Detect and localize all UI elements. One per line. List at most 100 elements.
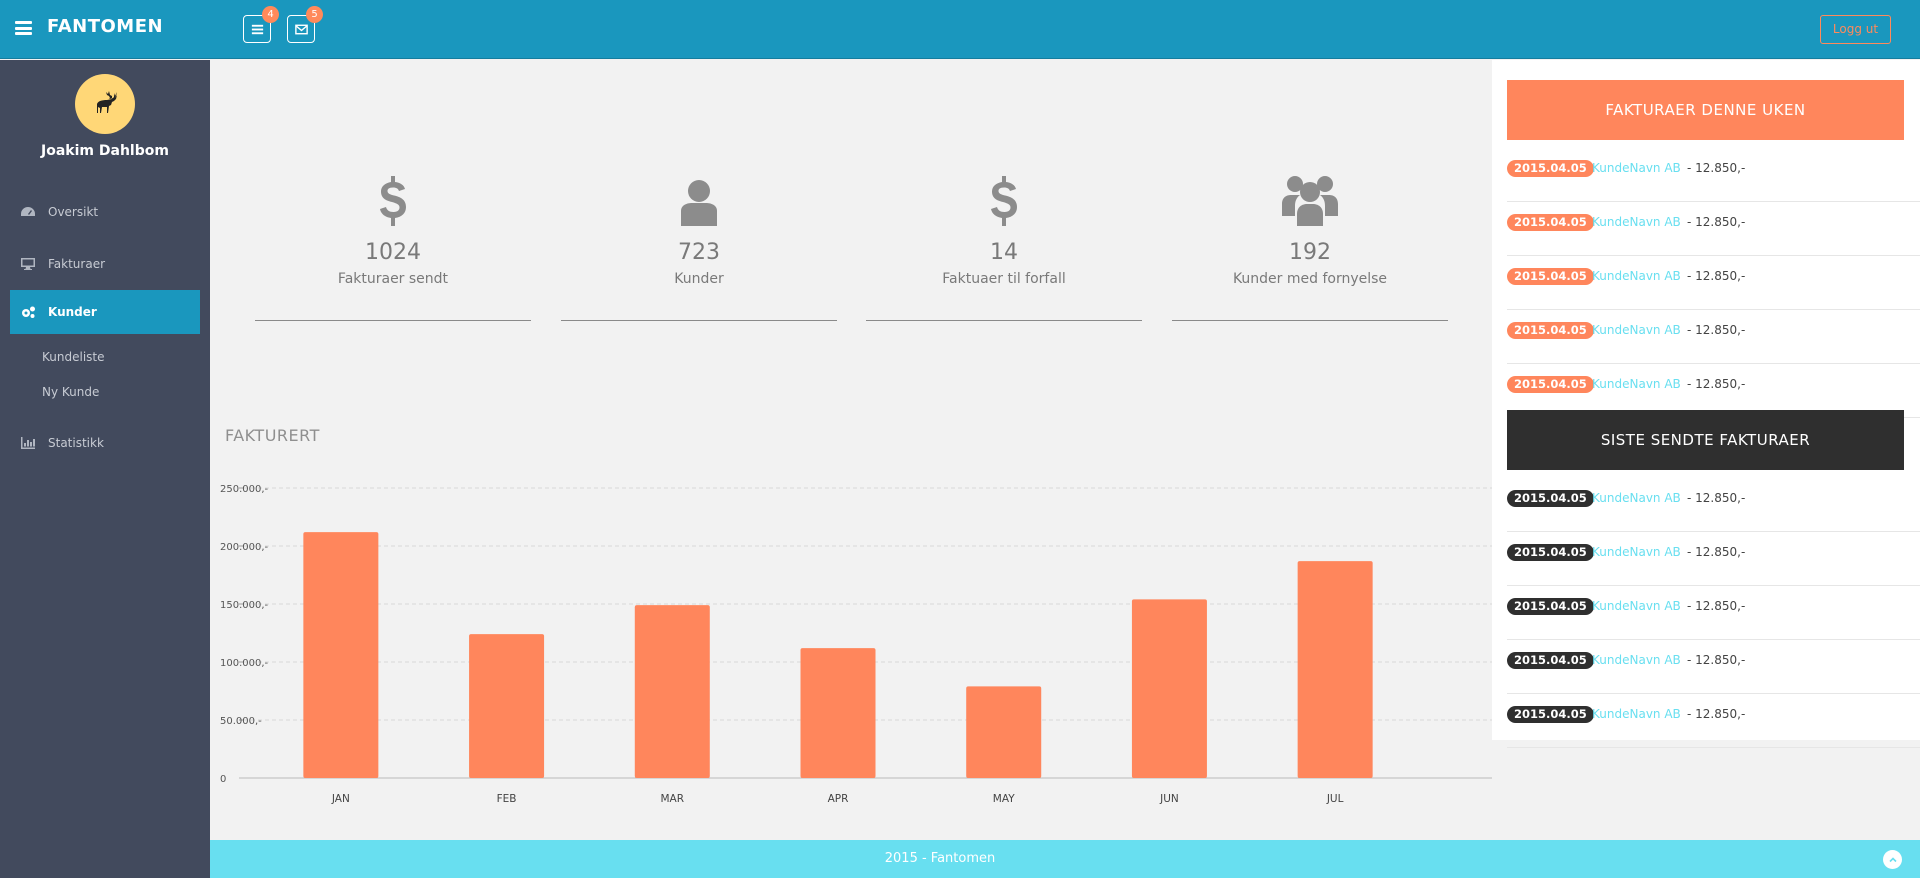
dollar-icon <box>380 176 406 226</box>
sidebar-item-kunder[interactable]: Kunder <box>10 290 200 334</box>
invoice-row: 2015.04.05 KundeNavn AB - 12.850,- <box>1507 148 1920 202</box>
sidebar: Joakim Dahlbom Oversikt Fakturaer Kunder… <box>0 60 210 878</box>
invoice-row: 2015.04.05 KundeNavn AB - 12.850,- <box>1507 310 1920 364</box>
invoice-amount: - 12.850,- <box>1687 545 1746 559</box>
bar-apr <box>800 648 876 778</box>
mail-button[interactable]: 5 <box>287 6 323 43</box>
customer-link[interactable]: KundeNavn AB <box>1592 161 1681 175</box>
x-tick-label: JAN <box>331 793 350 805</box>
sidebar-item-oversikt[interactable]: Oversikt <box>10 190 200 234</box>
date-badge: 2015.04.05 <box>1507 268 1594 285</box>
go-top-button[interactable] <box>1883 850 1902 869</box>
x-tick-label: JUN <box>1159 793 1179 805</box>
deer-icon <box>97 91 117 113</box>
sidebar-item-label: Kunder <box>48 305 97 319</box>
menu-toggle-icon[interactable] <box>15 21 32 35</box>
invoice-amount: - 12.850,- <box>1687 707 1746 721</box>
x-tick-label: MAR <box>661 793 685 805</box>
divider <box>561 320 837 321</box>
invoice-amount: - 12.850,- <box>1687 323 1746 337</box>
invoice-amount: - 12.850,- <box>1687 377 1746 391</box>
customer-link[interactable]: KundeNavn AB <box>1592 377 1681 391</box>
tasks-badge: 4 <box>262 6 279 23</box>
fakturert-bar-chart: 0 50.000,- 100.000,- 150.000,- 200.000,- 250.… <box>220 484 1492 805</box>
bar-mar <box>634 605 710 778</box>
stat-value: 192 <box>1289 240 1331 265</box>
avatar[interactable] <box>75 74 135 134</box>
y-tick-label: 150.000,- <box>220 600 269 611</box>
dashboard-icon <box>20 205 36 219</box>
envelope-icon <box>294 24 308 34</box>
date-badge: 2015.04.05 <box>1507 544 1594 561</box>
stat-kunder-med-fornyelse: 192 Kunder med fornyelse <box>1172 170 1448 321</box>
dollar-icon <box>991 176 1017 226</box>
logout-button[interactable]: Logg ut <box>1820 15 1891 44</box>
customer-link[interactable]: KundeNavn AB <box>1592 653 1681 667</box>
brand-logo[interactable]: FANTOMEN <box>47 16 164 37</box>
subnav-ny-kunde[interactable]: Ny Kunde <box>42 385 100 399</box>
sidebar-item-label: Oversikt <box>48 205 99 219</box>
invoice-row: 2015.04.05 KundeNavn AB - 12.850,- <box>1507 532 1920 586</box>
invoice-amount: - 12.850,- <box>1687 491 1746 505</box>
panel-header-sent: SISTE SENDTE FAKTURAER <box>1507 410 1904 470</box>
y-tick-label: 0 <box>220 774 226 785</box>
invoice-amount: - 12.850,- <box>1687 161 1746 175</box>
invoice-amount: - 12.850,- <box>1687 215 1746 229</box>
bar-jan <box>303 532 379 778</box>
right-panel: FAKTURAER DENNE UKEN 2015.04.05 KundeNavn… <box>1492 60 1920 748</box>
stat-label: Faktuaer til forfall <box>942 271 1066 287</box>
bar-jun <box>1131 599 1207 778</box>
user-icon <box>681 180 717 226</box>
customer-link[interactable]: KundeNavn AB <box>1592 599 1681 613</box>
date-badge: 2015.04.05 <box>1507 322 1594 339</box>
footer: 2015 - Fantomen <box>210 840 1920 878</box>
sidebar-item-statistikk[interactable]: Statistikk <box>10 421 200 465</box>
invoice-amount: - 12.850,- <box>1687 653 1746 667</box>
date-badge: 2015.04.05 <box>1507 598 1594 615</box>
mail-badge: 5 <box>306 6 323 23</box>
customer-link[interactable]: KundeNavn AB <box>1592 707 1681 721</box>
invoice-row: 2015.04.05 KundeNavn AB - 12.850,- <box>1507 694 1920 748</box>
users-icon <box>1282 176 1338 226</box>
invoice-row: 2015.04.05 KundeNavn AB - 12.850,- <box>1507 202 1920 256</box>
date-badge: 2015.04.05 <box>1507 214 1594 231</box>
bar-feb <box>469 634 545 778</box>
invoice-row: 2015.04.05 KundeNavn AB - 12.850,- <box>1507 586 1920 640</box>
date-badge: 2015.04.05 <box>1507 376 1594 393</box>
stat-value: 14 <box>990 240 1018 265</box>
subnav-kundeliste[interactable]: Kundeliste <box>42 350 105 364</box>
divider <box>1172 320 1448 321</box>
panel-header-week: FAKTURAER DENNE UKEN <box>1507 80 1904 140</box>
x-tick-label: FEB <box>497 793 517 805</box>
stat-label: Kunder <box>674 271 724 287</box>
stat-label: Kunder med fornyelse <box>1232 271 1388 287</box>
customer-link[interactable]: KundeNavn AB <box>1592 491 1681 505</box>
tasks-icon <box>251 24 263 34</box>
x-tick-label: JUL <box>1326 793 1344 805</box>
invoice-row: 2015.04.05 KundeNavn AB - 12.850,- <box>1507 478 1920 532</box>
sidebar-item-fakturaer[interactable]: Fakturaer <box>10 242 200 286</box>
chevron-up-icon <box>1888 856 1897 862</box>
bar-may <box>966 686 1042 778</box>
invoice-row: 2015.04.05 KundeNavn AB - 12.850,- <box>1507 256 1920 310</box>
chart-title: FAKTURERT <box>225 426 320 445</box>
cogs-icon <box>20 305 36 319</box>
user-name: Joakim Dahlbom <box>41 143 169 159</box>
stat-label: Fakturaer sendt <box>337 271 449 287</box>
customer-link[interactable]: KundeNavn AB <box>1592 215 1681 229</box>
invoice-amount: - 12.850,- <box>1687 269 1746 283</box>
desktop-icon <box>20 257 36 271</box>
date-badge: 2015.04.05 <box>1507 160 1594 177</box>
customer-link[interactable]: KundeNavn AB <box>1592 269 1681 283</box>
bar-jul <box>1297 561 1373 778</box>
tasks-button[interactable]: 4 <box>243 6 279 43</box>
customer-link[interactable]: KundeNavn AB <box>1592 323 1681 337</box>
customer-link[interactable]: KundeNavn AB <box>1592 545 1681 559</box>
y-tick-label: 250.000,- <box>220 484 269 495</box>
footer-text: 2015 - Fantomen <box>884 851 996 866</box>
date-badge: 2015.04.05 <box>1507 490 1594 507</box>
stat-value: 1024 <box>365 240 421 265</box>
stat-fakturaer-sendt: 1024 Fakturaer sendt <box>255 170 531 321</box>
sidebar-item-label: Fakturaer <box>48 257 106 271</box>
sidebar-item-label: Statistikk <box>48 436 104 450</box>
